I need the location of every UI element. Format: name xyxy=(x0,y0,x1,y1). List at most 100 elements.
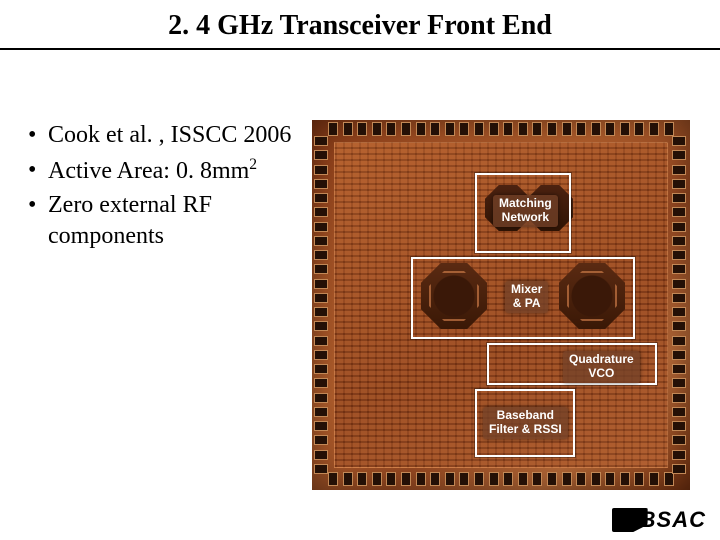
bond-pad xyxy=(314,264,328,274)
bond-pad xyxy=(474,472,484,486)
bond-pad xyxy=(445,122,455,136)
bond-pad xyxy=(672,250,686,260)
pad-ring-right xyxy=(672,136,688,474)
bond-pad xyxy=(620,472,630,486)
footer-logo: BSAC xyxy=(612,506,706,534)
bond-pad xyxy=(386,472,396,486)
bond-pad xyxy=(314,435,328,445)
die-core: MatchingNetwork Mixer& PA QuadratureVCO … xyxy=(334,142,668,468)
bond-pad xyxy=(547,122,557,136)
bond-pad xyxy=(518,472,528,486)
bond-pad xyxy=(314,236,328,246)
bond-pad xyxy=(672,321,686,331)
bullet-marker: • xyxy=(28,155,48,187)
bond-pad xyxy=(328,122,338,136)
region-label-mixer-pa: Mixer& PA xyxy=(505,281,548,313)
bond-pad xyxy=(634,122,644,136)
bullet-item: • Zero external RF components xyxy=(28,190,300,251)
bond-pad xyxy=(672,450,686,460)
bond-pad xyxy=(672,350,686,360)
page-title: 2. 4 GHz Transceiver Front End xyxy=(0,10,720,48)
bond-pad xyxy=(314,350,328,360)
bond-pad xyxy=(576,472,586,486)
bond-pad xyxy=(672,307,686,317)
bond-pad xyxy=(445,472,455,486)
bond-pad xyxy=(672,421,686,431)
bond-pad xyxy=(672,336,686,346)
bond-pad xyxy=(532,122,542,136)
bond-pad xyxy=(664,472,674,486)
bond-pad xyxy=(430,472,440,486)
bond-pad xyxy=(620,122,630,136)
bond-pad xyxy=(672,364,686,374)
bullet-item: • Cook et al. , ISSCC 2006 xyxy=(28,120,300,151)
title-bar: 2. 4 GHz Transceiver Front End xyxy=(0,0,720,50)
bond-pad xyxy=(532,472,542,486)
bond-pad xyxy=(672,464,686,474)
bond-pad xyxy=(503,472,513,486)
bond-pad xyxy=(372,472,382,486)
bond-pad xyxy=(474,122,484,136)
bond-pad xyxy=(649,122,659,136)
bond-pad xyxy=(314,378,328,388)
bond-pad xyxy=(672,279,686,289)
bond-pad xyxy=(343,122,353,136)
bond-pad xyxy=(503,122,513,136)
bond-pad xyxy=(314,222,328,232)
bullet-text: Active Area: 0. 8mm2 xyxy=(48,155,300,187)
bond-pad xyxy=(562,122,572,136)
bond-pad xyxy=(314,250,328,260)
pad-ring-left xyxy=(314,136,330,474)
bond-pad xyxy=(605,472,615,486)
bond-pad xyxy=(672,407,686,417)
bond-pad xyxy=(664,122,674,136)
bond-pad xyxy=(605,122,615,136)
bond-pad xyxy=(672,264,686,274)
bond-pad xyxy=(459,472,469,486)
bond-pad xyxy=(489,472,499,486)
bond-pad xyxy=(562,472,572,486)
bond-pad xyxy=(357,472,367,486)
pad-ring-bottom xyxy=(328,472,674,488)
bullet-item: • Active Area: 0. 8mm2 xyxy=(28,155,300,187)
bond-pad xyxy=(314,165,328,175)
bullet-marker: • xyxy=(28,190,48,251)
die-photo: MatchingNetwork Mixer& PA QuadratureVCO … xyxy=(312,120,690,490)
bond-pad xyxy=(672,150,686,160)
bullet-text: Cook et al. , ISSCC 2006 xyxy=(48,120,300,151)
bond-pad xyxy=(672,393,686,403)
bond-pad xyxy=(672,293,686,303)
bond-pad xyxy=(518,122,528,136)
bond-pad xyxy=(672,193,686,203)
content-row: • Cook et al. , ISSCC 2006 • Active Area… xyxy=(0,50,720,490)
bond-pad xyxy=(314,279,328,289)
bond-pad xyxy=(672,207,686,217)
bond-pad xyxy=(416,122,426,136)
bond-pad xyxy=(328,472,338,486)
bond-pad xyxy=(416,472,426,486)
bond-pad xyxy=(649,472,659,486)
bond-pad xyxy=(314,150,328,160)
bond-pad xyxy=(314,450,328,460)
bullet-marker: • xyxy=(28,120,48,151)
bond-pad xyxy=(576,122,586,136)
bond-pad xyxy=(672,435,686,445)
bond-pad xyxy=(314,321,328,331)
bond-pad xyxy=(314,207,328,217)
bullet-list: • Cook et al. , ISSCC 2006 • Active Area… xyxy=(28,120,300,490)
bond-pad xyxy=(314,393,328,403)
bond-pad xyxy=(401,122,411,136)
bullet-text: Zero external RF components xyxy=(48,190,300,251)
bond-pad xyxy=(430,122,440,136)
region-label-baseband: BasebandFilter & RSSI xyxy=(483,407,568,439)
bond-pad xyxy=(591,122,601,136)
bond-pad xyxy=(314,421,328,431)
region-label-quadrature-vco: QuadratureVCO xyxy=(563,351,640,383)
bond-pad xyxy=(372,122,382,136)
bond-pad xyxy=(591,472,601,486)
bond-pad xyxy=(547,472,557,486)
bond-pad xyxy=(314,193,328,203)
region-label-matching-network: MatchingNetwork xyxy=(493,195,558,227)
bond-pad xyxy=(314,179,328,189)
bond-pad xyxy=(672,136,686,146)
